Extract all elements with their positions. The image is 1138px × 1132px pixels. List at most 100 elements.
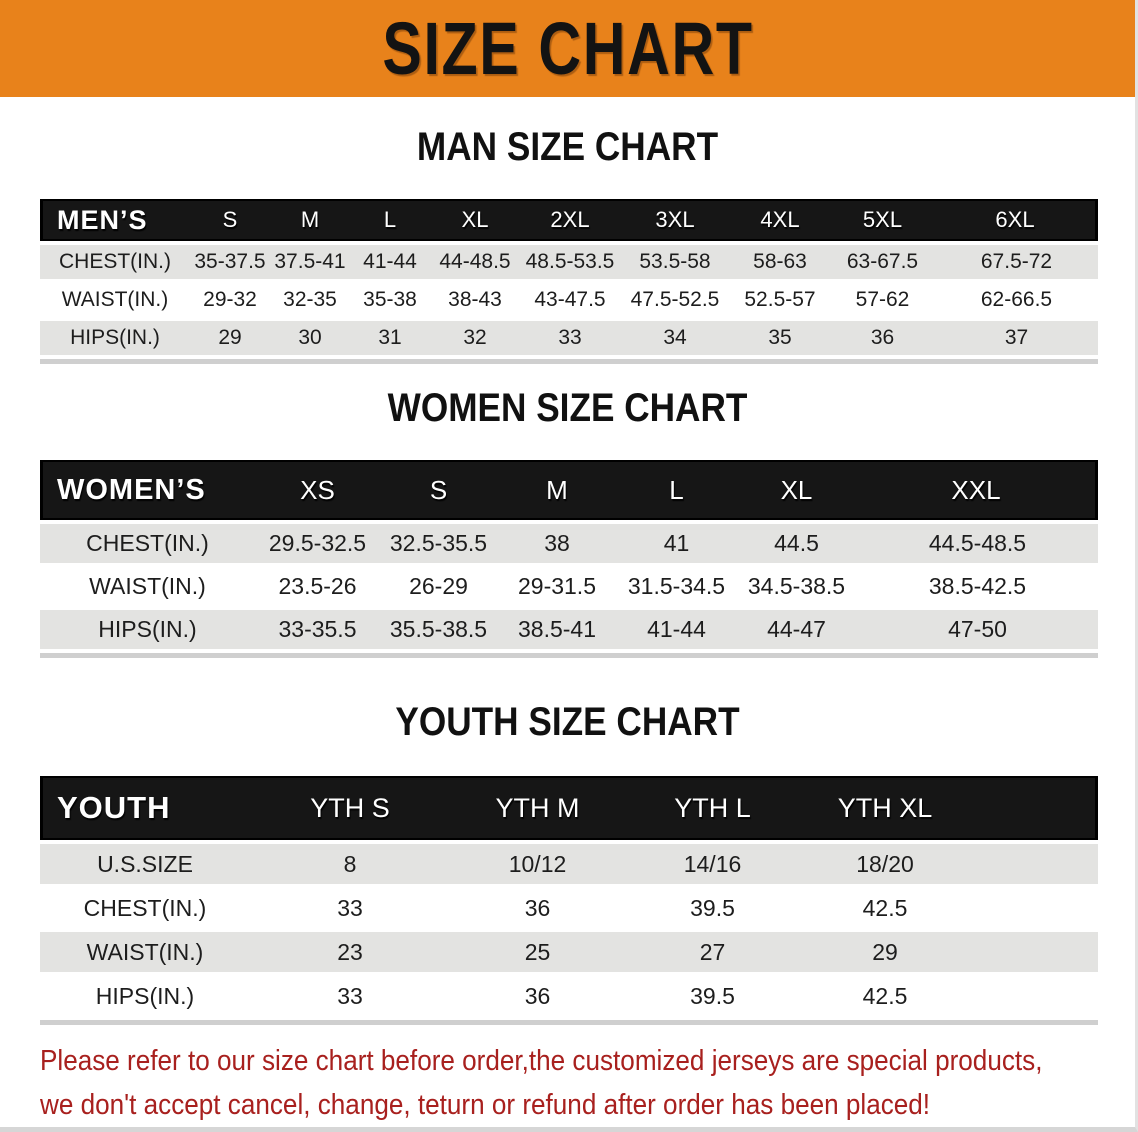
spacer-cell bbox=[970, 888, 1098, 928]
row-label: CHEST(IN.) bbox=[40, 524, 255, 563]
measurement-cell: 33-35.5 bbox=[255, 610, 380, 649]
measurement-cell: 57-62 bbox=[830, 283, 935, 317]
measurement-cell: 63-67.5 bbox=[830, 245, 935, 279]
row-label: HIPS(IN.) bbox=[40, 610, 255, 649]
measurement-cell: 31 bbox=[350, 321, 430, 355]
size-column-header: XL bbox=[430, 199, 520, 241]
measurement-cell: 35-38 bbox=[350, 283, 430, 317]
spacer-cell bbox=[970, 932, 1098, 972]
measurement-cell: 39.5 bbox=[625, 888, 800, 928]
measurement-cell: 38.5-41 bbox=[497, 610, 617, 649]
measurement-cell: 36 bbox=[450, 888, 625, 928]
measurement-cell: 8 bbox=[250, 844, 450, 884]
size-column-header: 2XL bbox=[520, 199, 620, 241]
measurement-cell: 38.5-42.5 bbox=[857, 567, 1098, 606]
measurement-cell: 38 bbox=[497, 524, 617, 563]
measurement-cell: 23 bbox=[250, 932, 450, 972]
table-row: WAIST(IN.) 23 25 27 29 bbox=[40, 932, 1098, 972]
measurement-cell: 36 bbox=[450, 976, 625, 1016]
measurement-cell: 37 bbox=[935, 321, 1098, 355]
measurement-cell: 30 bbox=[270, 321, 350, 355]
table-corner-label: WOMEN’S bbox=[40, 460, 255, 520]
size-column-header: M bbox=[497, 460, 617, 520]
size-header-row: YOUTH YTH S YTH M YTH L YTH XL bbox=[40, 776, 1098, 840]
measurement-cell: 58-63 bbox=[730, 245, 830, 279]
measurement-cell: 29.5-32.5 bbox=[255, 524, 380, 563]
size-column-header: 4XL bbox=[730, 199, 830, 241]
measurement-cell: 29-31.5 bbox=[497, 567, 617, 606]
size-column-header: 5XL bbox=[830, 199, 935, 241]
measurement-cell: 42.5 bbox=[800, 888, 970, 928]
measurement-cell: 25 bbox=[450, 932, 625, 972]
table-row: HIPS(IN.) 33 36 39.5 42.5 bbox=[40, 976, 1098, 1016]
measurement-cell: 29-32 bbox=[190, 283, 270, 317]
table-row: CHEST(IN.) 33 36 39.5 42.5 bbox=[40, 888, 1098, 928]
disclaimer-line-2: we don't accept cancel, change, teturn o… bbox=[40, 1089, 931, 1121]
measurement-cell: 36 bbox=[830, 321, 935, 355]
measurement-cell: 33 bbox=[250, 888, 450, 928]
disclaimer-line-1: Please refer to our size chart before or… bbox=[40, 1045, 1043, 1077]
measurement-cell: 38-43 bbox=[430, 283, 520, 317]
measurement-cell: 42.5 bbox=[800, 976, 970, 1016]
spacer-cell bbox=[970, 776, 1098, 840]
measurement-cell: 33 bbox=[520, 321, 620, 355]
measurement-cell: 14/16 bbox=[625, 844, 800, 884]
men-section-heading: MAN SIZE CHART bbox=[416, 125, 719, 169]
table-row: WAIST(IN.) 29-32 32-35 35-38 38-43 43-47.5 47.… bbox=[40, 283, 1098, 317]
women-section-heading: WOMEN SIZE CHART bbox=[387, 386, 748, 430]
measurement-cell: 26-29 bbox=[380, 567, 497, 606]
row-label: HIPS(IN.) bbox=[40, 976, 250, 1016]
measurement-cell: 31.5-34.5 bbox=[617, 567, 736, 606]
measurement-cell: 10/12 bbox=[450, 844, 625, 884]
men-section: MAN SIZE CHART MEN’S S M L XL 2XL 3XL 4XL 5XL 6XL… bbox=[0, 123, 1135, 364]
row-label: U.S.SIZE bbox=[40, 844, 250, 884]
measurement-cell: 41-44 bbox=[617, 610, 736, 649]
size-column-header: XS bbox=[255, 460, 380, 520]
measurement-cell: 35.5-38.5 bbox=[380, 610, 497, 649]
measurement-cell: 34 bbox=[620, 321, 730, 355]
size-column-header: M bbox=[270, 199, 350, 241]
measurement-cell: 29 bbox=[190, 321, 270, 355]
size-column-header: L bbox=[617, 460, 736, 520]
measurement-cell: 29 bbox=[800, 932, 970, 972]
size-column-header: S bbox=[190, 199, 270, 241]
size-header-row: MEN’S S M L XL 2XL 3XL 4XL 5XL 6XL bbox=[40, 199, 1098, 241]
measurement-cell: 47-50 bbox=[857, 610, 1098, 649]
size-column-header: XXL bbox=[857, 460, 1098, 520]
size-header-row: WOMEN’S XS S M L XL XXL bbox=[40, 460, 1098, 520]
measurement-cell: 41-44 bbox=[350, 245, 430, 279]
measurement-cell: 32.5-35.5 bbox=[380, 524, 497, 563]
row-label: WAIST(IN.) bbox=[40, 283, 190, 317]
size-column-header: 6XL bbox=[935, 199, 1098, 241]
measurement-cell: 18/20 bbox=[800, 844, 970, 884]
banner: SIZE CHART bbox=[0, 0, 1135, 97]
table-row: CHEST(IN.) 35-37.5 37.5-41 41-44 44-48.5 48.5… bbox=[40, 245, 1098, 279]
size-column-header: 3XL bbox=[620, 199, 730, 241]
men-size-table: MEN’S S M L XL 2XL 3XL 4XL 5XL 6XL CHEST(IN.) 35-3… bbox=[40, 195, 1098, 364]
measurement-cell: 48.5-53.5 bbox=[520, 245, 620, 279]
size-column-header: YTH S bbox=[250, 776, 450, 840]
women-size-table: WOMEN’S XS S M L XL XXL CHEST(IN.) 29.5-32.5 32.… bbox=[40, 456, 1098, 658]
size-column-header: L bbox=[350, 199, 430, 241]
page-title: SIZE CHART bbox=[381, 6, 754, 90]
measurement-cell: 41 bbox=[617, 524, 736, 563]
measurement-cell: 43-47.5 bbox=[520, 283, 620, 317]
table-corner-label: MEN’S bbox=[40, 199, 190, 241]
measurement-cell: 32-35 bbox=[270, 283, 350, 317]
measurement-cell: 33 bbox=[250, 976, 450, 1016]
measurement-cell: 23.5-26 bbox=[255, 567, 380, 606]
row-label: WAIST(IN.) bbox=[40, 567, 255, 606]
measurement-cell: 44.5 bbox=[736, 524, 857, 563]
measurement-cell: 34.5-38.5 bbox=[736, 567, 857, 606]
size-column-header: YTH L bbox=[625, 776, 800, 840]
spacer-cell bbox=[970, 976, 1098, 1016]
measurement-cell: 44-47 bbox=[736, 610, 857, 649]
measurement-cell: 39.5 bbox=[625, 976, 800, 1016]
measurement-cell: 35-37.5 bbox=[190, 245, 270, 279]
row-label: CHEST(IN.) bbox=[40, 888, 250, 928]
measurement-cell: 47.5-52.5 bbox=[620, 283, 730, 317]
measurement-cell: 32 bbox=[430, 321, 520, 355]
table-row: HIPS(IN.) 29 30 31 32 33 34 35 36 37 bbox=[40, 321, 1098, 355]
size-column-header: YTH M bbox=[450, 776, 625, 840]
